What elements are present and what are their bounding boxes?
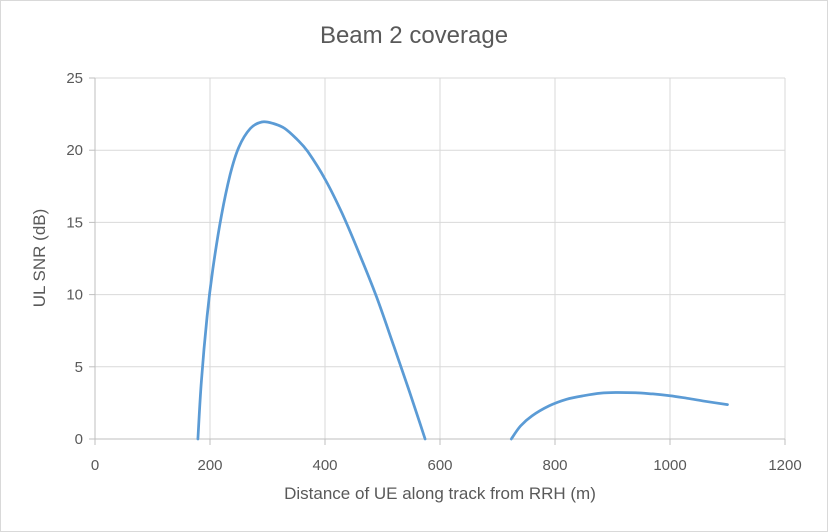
y-tick-label: 20 — [66, 142, 83, 159]
y-tick-label: 0 — [75, 431, 83, 448]
y-tick-label: 25 — [66, 70, 83, 87]
x-axis-title: Distance of UE along track from RRH (m) — [284, 484, 596, 503]
y-tick-label: 10 — [66, 287, 83, 304]
x-tick-label: 200 — [197, 457, 222, 474]
series-line — [196, 120, 427, 441]
y-tick-label: 5 — [75, 359, 83, 376]
x-tick-label: 1000 — [653, 457, 686, 474]
y-tick-label: 15 — [66, 214, 83, 231]
x-tick-label: 1200 — [768, 457, 801, 474]
x-tick-label: 600 — [427, 457, 452, 474]
chart-title: Beam 2 coverage — [319, 22, 509, 49]
x-tick-label: 800 — [542, 457, 567, 474]
series-line — [509, 391, 729, 441]
x-tick-label: 400 — [312, 457, 337, 474]
x-tick-label: 0 — [91, 457, 99, 474]
